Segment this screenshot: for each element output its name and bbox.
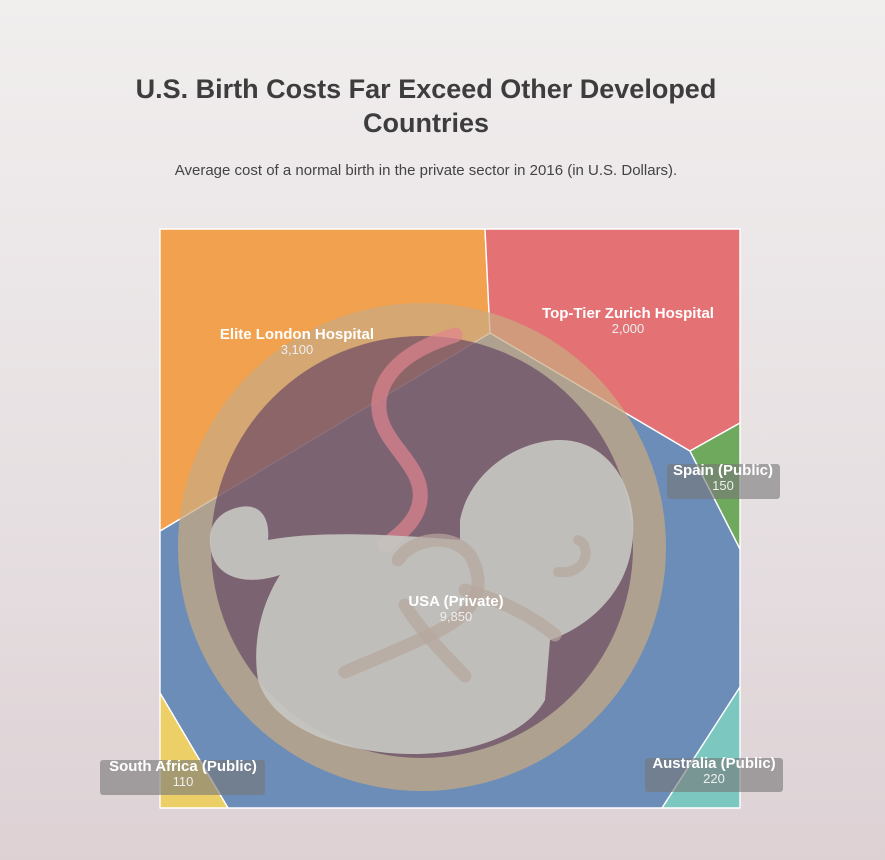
- label-value-south-africa-public: 110: [173, 774, 194, 789]
- label-value-usa-private: 9,850: [440, 609, 473, 624]
- label-value-australia-public: 220: [703, 771, 725, 786]
- chart-labels: USA (Private)9,850 Elite London Hospital3…: [100, 305, 783, 795]
- label-name-spain-public: Spain (Public): [673, 462, 773, 479]
- chart-subtitle: Average cost of a normal birth in the pr…: [174, 162, 678, 179]
- label-name-south-africa-public: South Africa (Public): [109, 758, 257, 775]
- label-name-elite-london-hospital: Elite London Hospital: [220, 326, 374, 343]
- label-value-top-tier-zurich-hospital: 2,000: [612, 321, 645, 336]
- label-box-australia-public: [645, 758, 783, 792]
- label-box-south-africa-public: [100, 760, 265, 795]
- label-name-top-tier-zurich-hospital: Top-Tier Zurich Hospital: [542, 305, 714, 322]
- label-value-elite-london-hospital: 3,100: [281, 342, 314, 357]
- label-name-usa-private: USA (Private): [408, 593, 503, 610]
- label-name-australia-public: Australia (Public): [652, 755, 775, 772]
- chart-title: U.S. Birth Costs Far Exceed Other Develo…: [135, 74, 717, 138]
- label-box-spain-public: [667, 464, 780, 499]
- label-value-spain-public: 150: [712, 478, 734, 493]
